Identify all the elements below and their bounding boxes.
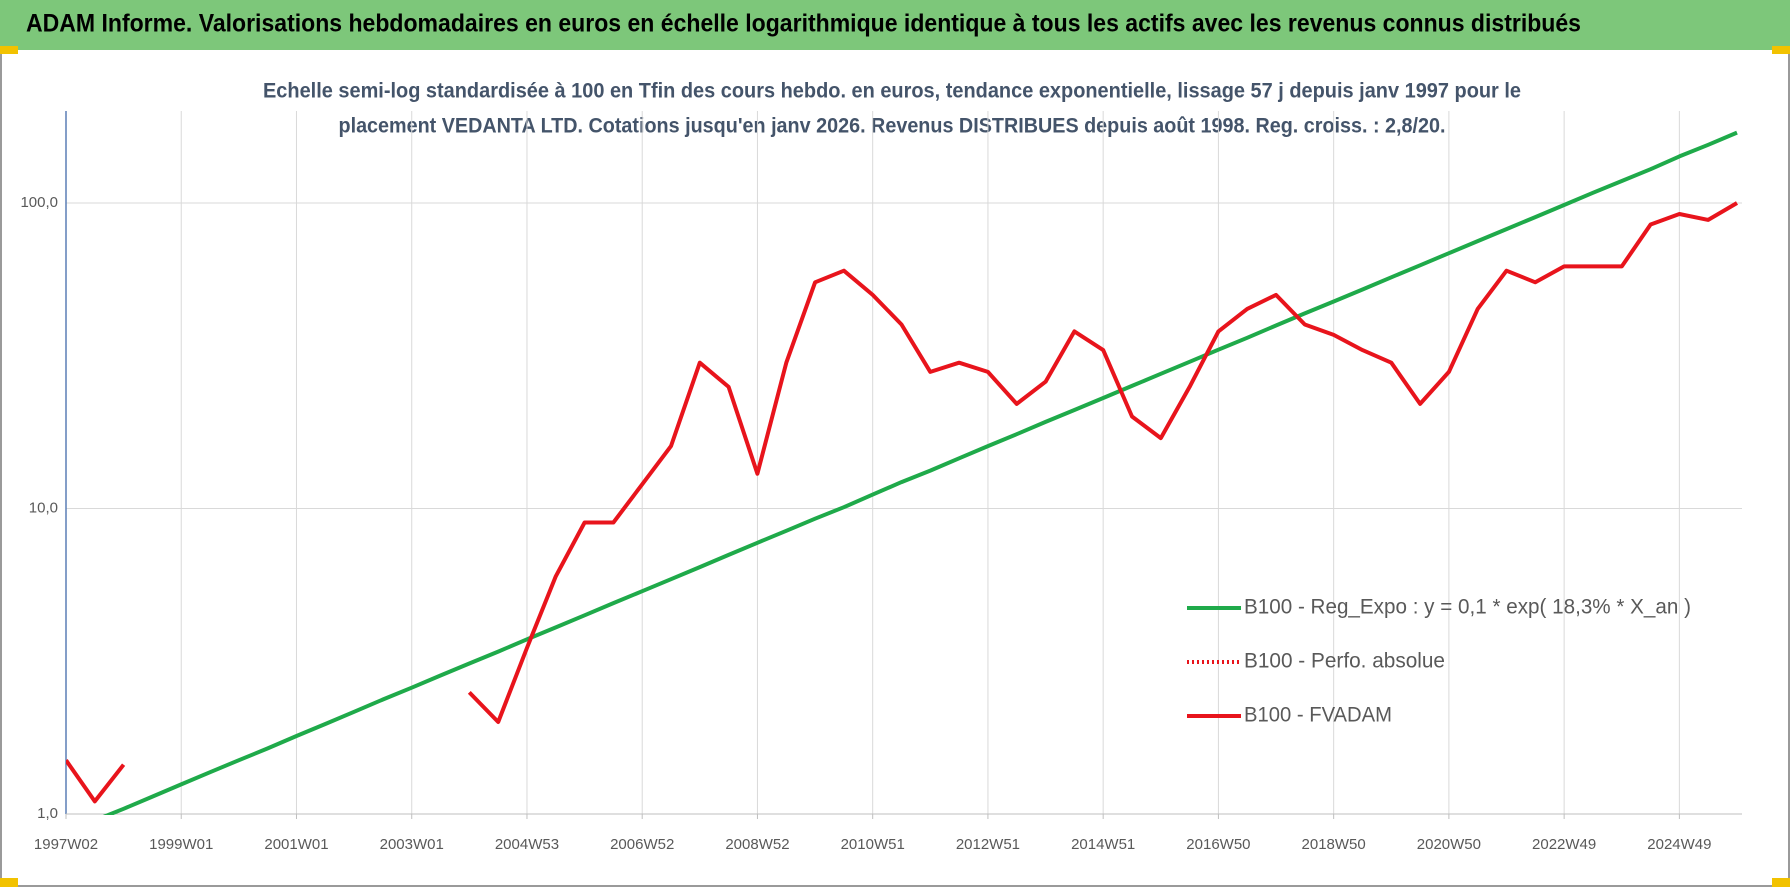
y-tick-label: 1,0: [37, 805, 58, 822]
y-tick-label: 10,0: [29, 499, 58, 516]
plot-area: [66, 130, 1739, 815]
x-tick-label: 2018W50: [1302, 836, 1366, 853]
y-tick-label: 100,0: [20, 194, 58, 211]
x-tick-label: 2004W53: [495, 836, 559, 853]
corner-marker: [0, 46, 18, 54]
x-tick-label: 2010W51: [841, 836, 905, 853]
x-tick-label: 2020W50: [1417, 836, 1481, 853]
x-tick-label: 2024W49: [1647, 836, 1711, 853]
x-tick-label: 2022W49: [1532, 836, 1596, 853]
x-tick-label: 2006W52: [610, 836, 674, 853]
x-tick-label: 2012W51: [956, 836, 1020, 853]
legend: B100 - Reg_Expo : y = 0,1 * exp( 18,3% *…: [1187, 596, 1691, 727]
chart-title: placement VEDANTA LTD. Cotations jusqu'e…: [339, 115, 1446, 138]
x-tick-label: 1997W02: [34, 836, 98, 853]
x-tick-label: 2001W01: [264, 836, 328, 853]
legend-label: B100 - Perfo. absolue: [1244, 650, 1445, 673]
x-tick-label: 2014W51: [1071, 836, 1135, 853]
corner-marker: [1772, 878, 1790, 887]
header-band: [0, 0, 1790, 50]
grid: 1,0 10,0 100,0 1997W02 1999W01 2001W01 2003W01…: [20, 111, 1742, 853]
legend-label: B100 - FVADAM: [1244, 704, 1392, 727]
chart-title: Echelle semi-log standardisée à 100 en T…: [263, 80, 1521, 103]
data-line: [66, 201, 1739, 804]
x-tick-label: 2016W50: [1186, 836, 1250, 853]
corner-marker: [1772, 46, 1790, 54]
x-tick-label: 2008W52: [725, 836, 789, 853]
header-title: ADAM Informe. Valorisations hebdomadaire…: [26, 10, 1581, 38]
x-tick-label: 2003W01: [380, 836, 444, 853]
legend-label: B100 - Reg_Expo : y = 0,1 * exp( 18,3% *…: [1244, 596, 1691, 619]
corner-marker: [0, 878, 18, 887]
x-tick-label: 1999W01: [149, 836, 213, 853]
data-line: [102, 130, 1738, 815]
